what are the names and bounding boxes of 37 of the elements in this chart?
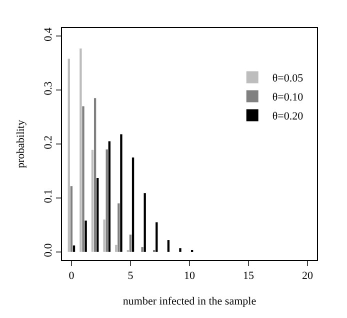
x-tick-label: 15 — [243, 270, 255, 282]
bar — [96, 178, 99, 252]
bar — [91, 150, 94, 252]
bar — [94, 98, 96, 252]
bar — [156, 222, 158, 252]
bar — [179, 248, 182, 252]
bar — [108, 141, 111, 252]
y-axis-title: probability — [15, 119, 28, 168]
legend-label: θ=0.20 — [272, 110, 304, 123]
bar — [120, 134, 122, 252]
bar — [132, 157, 134, 252]
bar — [115, 244, 118, 252]
x-tick-label: 0 — [68, 270, 75, 282]
legend-label: θ=0.10 — [272, 92, 304, 104]
y-tick-label: 0.0 — [42, 242, 55, 258]
bar — [80, 48, 82, 252]
bar — [144, 193, 146, 252]
y-tick-label: 0.1 — [42, 189, 55, 204]
bar — [103, 220, 106, 252]
x-tick-label: 20 — [302, 270, 314, 282]
x-tick-label: 5 — [128, 270, 134, 282]
bar — [141, 247, 144, 252]
x-axis-title: number infected in the sample — [122, 295, 256, 308]
bar — [72, 245, 76, 252]
bar — [82, 106, 84, 252]
bar — [118, 203, 120, 252]
legend-label: θ=0.05 — [272, 72, 304, 85]
y-tick-label: 0.4 — [42, 27, 55, 42]
bar — [70, 186, 73, 252]
y-tick-label: 0.3 — [42, 81, 55, 96]
bar — [167, 240, 170, 252]
bar — [129, 234, 132, 252]
x-tick-label: 10 — [184, 270, 196, 282]
bar — [68, 58, 70, 252]
bar — [84, 220, 87, 252]
bar — [106, 149, 108, 252]
y-tick-label: 0.2 — [42, 135, 55, 150]
